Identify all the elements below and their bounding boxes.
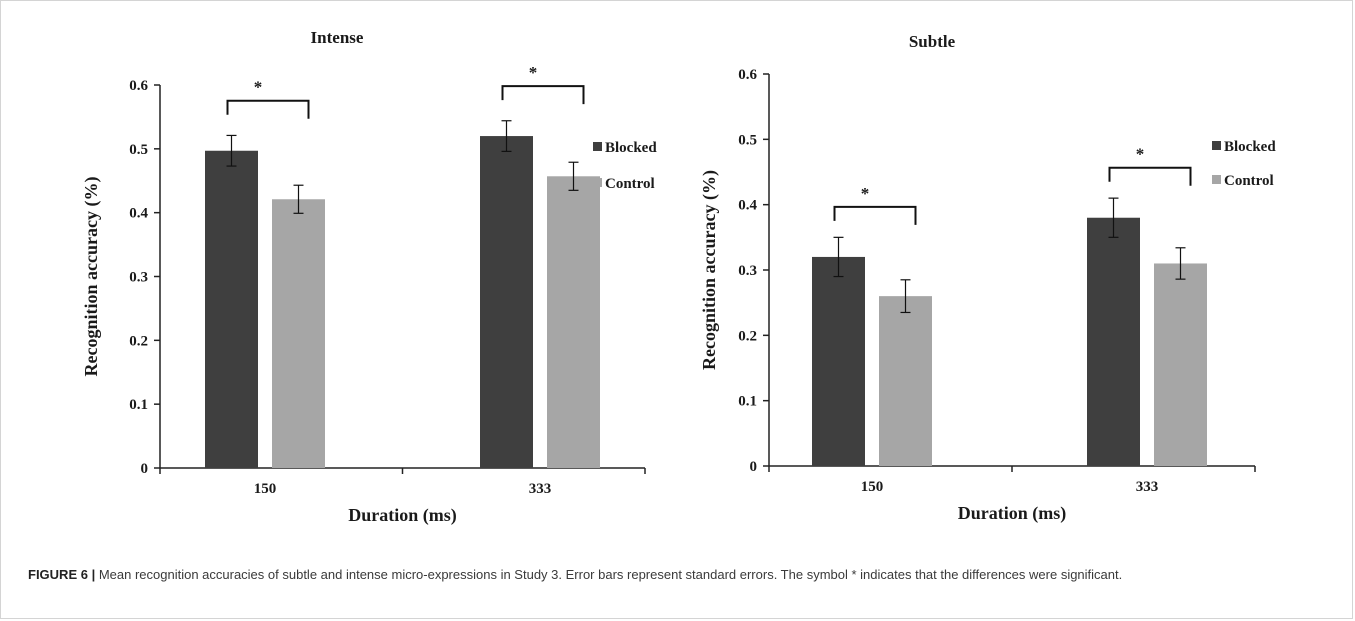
- y-tick-label: 0.3: [129, 270, 148, 286]
- y-tick-label: 0.6: [738, 67, 757, 83]
- legend-label-blocked: Blocked: [1224, 139, 1276, 155]
- significance-star: *: [1136, 145, 1145, 164]
- x-tick-label: 150: [861, 479, 884, 495]
- legend-swatch-blocked: [1212, 141, 1221, 150]
- legend-label-control: Control: [605, 176, 655, 192]
- significance-star: *: [254, 78, 263, 97]
- x-axis-label: Duration (ms): [348, 505, 457, 526]
- y-tick-label: 0.1: [738, 394, 757, 410]
- y-tick-label: 0.1: [129, 397, 148, 413]
- bar-control-150: [879, 296, 932, 466]
- figure-caption: FIGURE 6 | Mean recognition accuracies o…: [28, 565, 1328, 584]
- legend-label-control: Control: [1224, 173, 1274, 189]
- significance-bracket: [1108, 166, 1192, 186]
- y-tick-label: 0.3: [738, 263, 757, 279]
- chart-title: Subtle: [909, 32, 956, 51]
- bar-blocked-150: [205, 150, 258, 468]
- y-tick-label: 0.2: [738, 328, 757, 344]
- significance-bracket: [226, 99, 310, 119]
- y-axis-label: Recognition accuracy (%): [699, 170, 720, 370]
- chart-intense: Intense 0 0.1 0.2 0.3 0.4 0.5 0.6 Recognition ac…: [81, 28, 657, 526]
- y-tick-label: 0.4: [129, 206, 148, 222]
- bar-control-333: [547, 176, 600, 468]
- y-tick-label: 0.4: [738, 198, 757, 214]
- legend-swatch-control: [1212, 175, 1221, 184]
- legend-swatch-control: [593, 178, 602, 187]
- y-tick-label: 0: [750, 459, 758, 475]
- legend-swatch-blocked: [593, 142, 602, 151]
- bar-control-333: [1154, 263, 1207, 466]
- bar-blocked-150: [812, 256, 865, 466]
- bar-blocked-333: [480, 136, 533, 469]
- y-tick-label: 0.6: [129, 78, 148, 94]
- significance-star: *: [861, 184, 870, 203]
- significance-bracket: [501, 85, 585, 105]
- significance-bracket: [833, 205, 917, 225]
- x-axis-label: Duration (ms): [958, 503, 1067, 524]
- x-tick-label: 333: [529, 481, 552, 497]
- caption-label: FIGURE 6 |: [28, 567, 96, 582]
- caption-text: Mean recognition accuracies of subtle an…: [95, 567, 1123, 582]
- chart-title: Intense: [311, 28, 364, 47]
- bar-control-150: [272, 199, 325, 469]
- y-axis-label: Recognition accuracy (%): [81, 177, 102, 377]
- legend-label-blocked: Blocked: [605, 140, 657, 156]
- chart-subtle: Subtle 0 0.1 0.2 0.3 0.4 0.5 0.6 Recognition acc…: [699, 32, 1276, 524]
- y-tick-label: 0.5: [129, 142, 148, 158]
- x-tick-label: 333: [1136, 479, 1159, 495]
- y-tick-label: 0: [141, 461, 149, 477]
- x-tick-label: 150: [254, 481, 277, 497]
- y-tick-label: 0.5: [738, 132, 757, 148]
- y-tick-label: 0.2: [129, 333, 148, 349]
- significance-star: *: [529, 63, 538, 82]
- bar-blocked-333: [1087, 217, 1140, 466]
